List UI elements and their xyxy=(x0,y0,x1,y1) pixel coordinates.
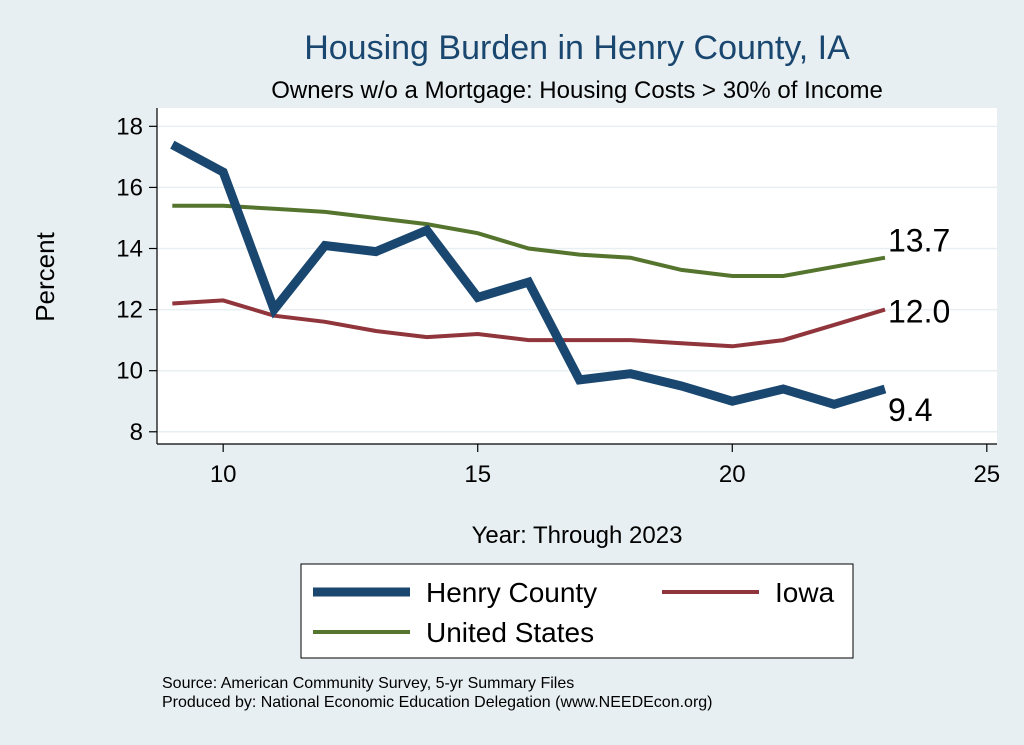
x-tick-label: 10 xyxy=(210,461,237,488)
data-series xyxy=(170,140,887,409)
y-tick-label: 8 xyxy=(130,419,143,446)
x-axis-label: Year: Through 2023 xyxy=(472,522,683,549)
end-labels: 9.4 12.0 13.7 xyxy=(888,223,950,428)
x-tick-label: 25 xyxy=(973,461,1000,488)
series-line-henry-county xyxy=(170,140,887,409)
produced-by-note: Produced by: National Economic Education… xyxy=(162,694,713,711)
series-line-iowa xyxy=(172,298,886,349)
end-label-henry-county: 9.4 xyxy=(888,392,932,428)
y-tick-label: 16 xyxy=(116,174,143,201)
y-tick-label: 12 xyxy=(116,297,143,324)
legend-label-henry-county: Henry County xyxy=(426,577,597,608)
legend-label-iowa: Iowa xyxy=(775,577,835,608)
end-label-iowa: 12.0 xyxy=(888,294,950,330)
chart-title: Housing Burden in Henry County, IA xyxy=(304,29,850,67)
source-note: Source: American Community Survey, 5-yr … xyxy=(162,675,574,692)
legend-box xyxy=(300,563,854,659)
y-tick-label: 14 xyxy=(116,236,143,263)
end-label-united-states: 13.7 xyxy=(888,223,950,259)
legend: Henry County Iowa United States xyxy=(300,563,854,659)
legend-label-united-states: United States xyxy=(426,617,594,648)
chart-subtitle: Owners w/o a Mortgage: Housing Costs > 3… xyxy=(271,77,883,104)
y-axis-label: Percent xyxy=(30,231,60,321)
series-line-united-states xyxy=(172,203,886,278)
y-tick-label: 18 xyxy=(116,113,143,140)
y-tick-label: 10 xyxy=(116,358,143,385)
x-tick-label: 15 xyxy=(464,461,491,488)
x-tick-label: 20 xyxy=(719,461,746,488)
axes: 8 10 12 14 16 18 10 15 20 25 xyxy=(116,108,1000,488)
